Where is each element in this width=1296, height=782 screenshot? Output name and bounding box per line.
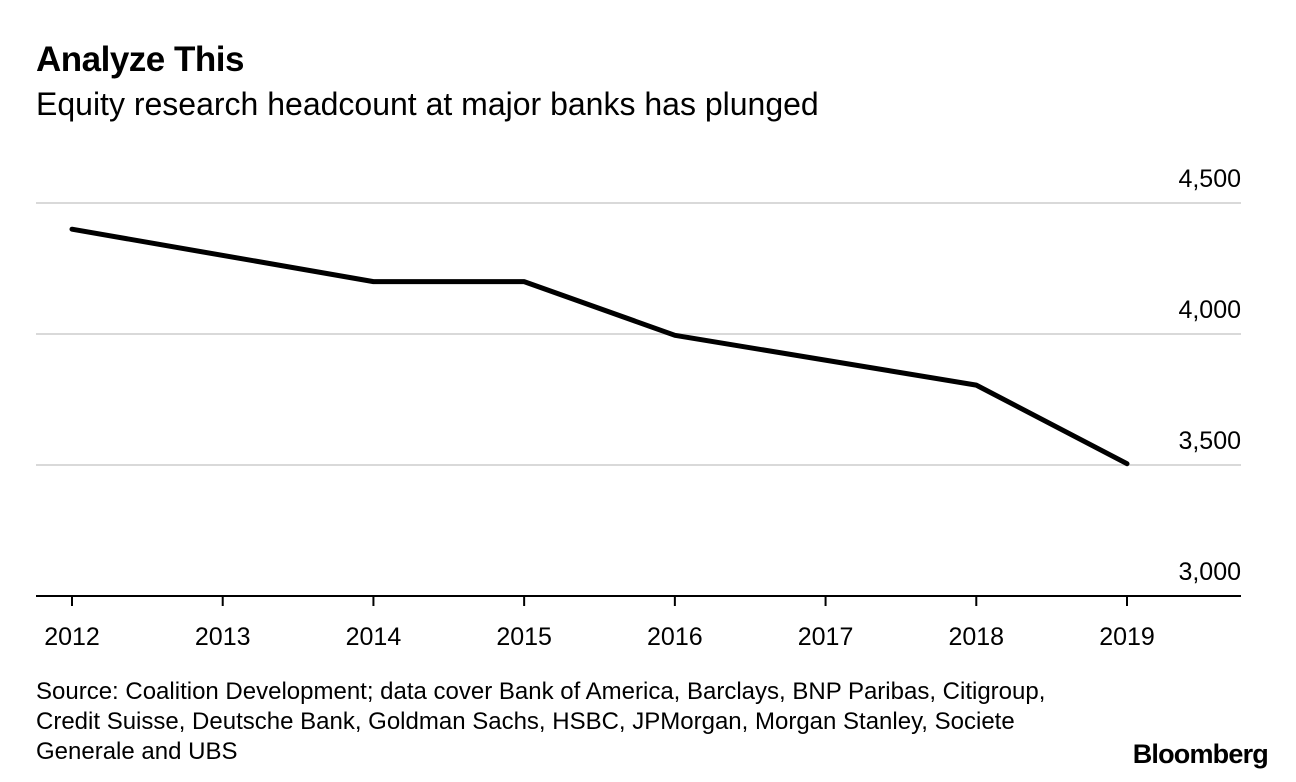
x-tick-label: 2014 (346, 623, 402, 651)
x-axis (36, 595, 1241, 606)
y-tick-label: 3,500 (1178, 427, 1241, 455)
x-tick-label: 2013 (195, 623, 251, 651)
source-note: Source: Coalition Development; data cove… (36, 678, 1046, 765)
x-tick-label: 2016 (647, 623, 703, 651)
x-tick-label: 2019 (1099, 623, 1155, 651)
x-tick-label: 2015 (496, 623, 552, 651)
chart-subtitle: Equity research headcount at major banks… (36, 86, 819, 122)
y-tick-label: 4,000 (1178, 296, 1241, 324)
y-tick-label: 3,000 (1178, 558, 1241, 586)
chart-title: Analyze This (36, 40, 244, 79)
x-tick-label: 2017 (798, 623, 854, 651)
series-layer (69, 226, 1130, 467)
gridlines (36, 202, 1241, 466)
x-tick-label: 2018 (948, 623, 1004, 651)
x-tick-labels: 2012 2013 2014 2015 2016 2017 2018 2019 (44, 623, 1155, 651)
x-tick-label: 2012 (44, 623, 100, 651)
y-tick-label: 4,500 (1178, 165, 1241, 193)
series-line (69, 226, 1130, 467)
bloomberg-logo: Bloomberg (1132, 739, 1269, 769)
y-tick-labels: 3,000 3,500 4,000 4,500 (1178, 165, 1241, 586)
